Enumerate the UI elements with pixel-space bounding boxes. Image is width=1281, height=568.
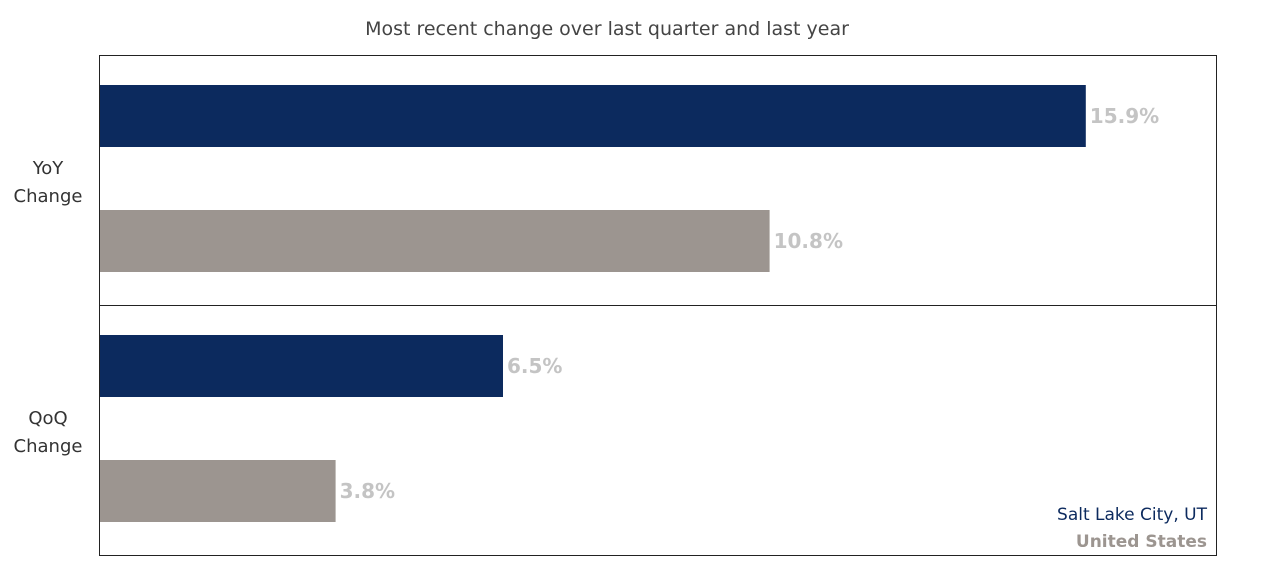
bars — [100, 85, 1086, 522]
category-label-line: YoY — [32, 158, 65, 179]
category-label-line: Change — [14, 186, 83, 207]
category-label-line: Change — [14, 436, 83, 457]
legend: Salt Lake City, UT United States — [1057, 505, 1208, 552]
bar-yoy-change-salt-lake-city-ut — [100, 85, 1086, 147]
legend-item-united-states: United States — [1076, 532, 1207, 552]
category-label-qoq-change: QoQ Change — [14, 408, 83, 457]
bar-yoy-change-united-states — [100, 210, 770, 272]
category-label-line: QoQ — [28, 408, 67, 429]
category-labels: YoY Change QoQ Change — [14, 158, 83, 457]
bar-qoq-change-salt-lake-city-ut — [100, 335, 503, 397]
value-label-qoq-change-salt-lake-city-ut: 6.5% — [507, 354, 562, 378]
bar-qoq-change-united-states — [100, 460, 336, 522]
chart-title: Most recent change over last quarter and… — [365, 18, 849, 40]
category-label-yoy-change: YoY Change — [14, 158, 83, 207]
value-label-yoy-change-united-states: 10.8% — [774, 229, 843, 253]
value-label-yoy-change-salt-lake-city-ut: 15.9% — [1090, 104, 1159, 128]
value-labels: 15.9% 10.8% 6.5% 3.8% — [340, 104, 1160, 503]
value-label-qoq-change-united-states: 3.8% — [340, 479, 395, 503]
legend-item-salt-lake-city: Salt Lake City, UT — [1057, 505, 1208, 525]
